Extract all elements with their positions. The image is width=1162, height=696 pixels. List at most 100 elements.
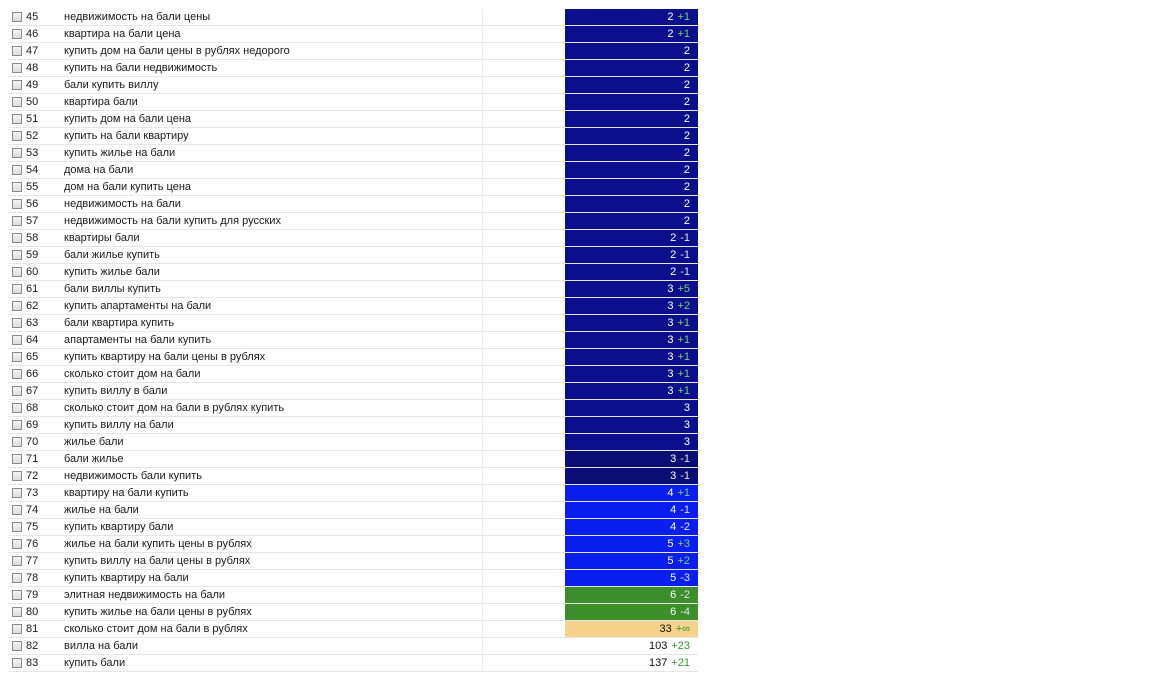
- row-checkbox[interactable]: [12, 148, 22, 158]
- row-number: 71: [26, 453, 39, 465]
- keyword-text: квартиру на бали купить: [64, 487, 189, 499]
- row-checkbox[interactable]: [12, 352, 22, 362]
- row-checkbox[interactable]: [12, 131, 22, 141]
- row-checkbox[interactable]: [12, 46, 22, 56]
- row-checkbox[interactable]: [12, 369, 22, 379]
- row-number: 59: [26, 249, 39, 261]
- position-change: +1: [677, 317, 690, 329]
- row-checkbox[interactable]: [12, 318, 22, 328]
- position-value: 4: [670, 521, 677, 533]
- position-cell: 3 +1: [565, 315, 698, 331]
- table-row: 73 квартиру на бали купить 4 +1: [8, 485, 698, 502]
- position-change: +3: [677, 538, 690, 550]
- keyword-text: купить квартиру на бали цены в рублях: [64, 351, 266, 363]
- row-checkbox[interactable]: [12, 165, 22, 175]
- keyword-text: купить дом на бали цены в рублях недорог…: [64, 45, 290, 57]
- row-checkbox[interactable]: [12, 556, 22, 566]
- keyword-text: бали виллы купить: [64, 283, 161, 295]
- row-checkbox[interactable]: [12, 624, 22, 634]
- row-number: 46: [26, 28, 39, 40]
- column-divider: [482, 621, 483, 637]
- position-cell: 3 -1: [565, 468, 698, 484]
- keyword-text: недвижимость бали купить: [64, 470, 202, 482]
- row-number: 75: [26, 521, 39, 533]
- position-value: 2: [683, 62, 690, 74]
- row-checkbox[interactable]: [12, 505, 22, 515]
- row-checkbox[interactable]: [12, 233, 22, 243]
- row-checkbox[interactable]: [12, 267, 22, 277]
- table-row: 61 бали виллы купить 3 +5: [8, 281, 698, 298]
- row-checkbox[interactable]: [12, 12, 22, 22]
- row-checkbox[interactable]: [12, 522, 22, 532]
- column-divider: [482, 247, 483, 263]
- column-divider: [482, 213, 483, 229]
- keyword-text: сколько стоит дом на бали в рублях купит…: [64, 402, 285, 414]
- position-cell: 2 +1: [565, 26, 698, 42]
- position-cell: 2: [565, 145, 698, 161]
- position-cell: 2 -1: [565, 247, 698, 263]
- row-checkbox[interactable]: [12, 182, 22, 192]
- row-checkbox[interactable]: [12, 29, 22, 39]
- table-row: 52 купить на бали квартиру 2: [8, 128, 698, 145]
- row-checkbox[interactable]: [12, 199, 22, 209]
- column-divider: [482, 383, 483, 399]
- row-checkbox[interactable]: [12, 80, 22, 90]
- position-change: +∞: [675, 623, 690, 635]
- row-checkbox[interactable]: [12, 284, 22, 294]
- position-cell: 2: [565, 60, 698, 76]
- table-row: 58 квартиры бали 2 -1: [8, 230, 698, 247]
- row-checkbox[interactable]: [12, 63, 22, 73]
- row-checkbox[interactable]: [12, 386, 22, 396]
- position-change: -1: [680, 504, 690, 516]
- position-cell: 2: [565, 43, 698, 59]
- row-number: 77: [26, 555, 39, 567]
- row-checkbox[interactable]: [12, 607, 22, 617]
- position-change: -2: [680, 589, 690, 601]
- row-number: 49: [26, 79, 39, 91]
- position-cell: 2: [565, 162, 698, 178]
- row-checkbox[interactable]: [12, 488, 22, 498]
- table-row: 77 купить виллу на бали цены в рублях 5 +2: [8, 553, 698, 570]
- row-checkbox[interactable]: [12, 454, 22, 464]
- keyword-text: квартиры бали: [64, 232, 140, 244]
- position-change: -1: [680, 232, 690, 244]
- column-divider: [482, 315, 483, 331]
- column-divider: [482, 128, 483, 144]
- position-value: 2: [670, 266, 677, 278]
- column-divider: [482, 349, 483, 365]
- row-checkbox[interactable]: [12, 658, 22, 668]
- position-cell: 3 +1: [565, 332, 698, 348]
- row-checkbox[interactable]: [12, 335, 22, 345]
- position-cell: 2: [565, 94, 698, 110]
- keyword-text: сколько стоит дом на бали в рублях: [64, 623, 248, 635]
- position-value: 2: [670, 249, 677, 261]
- row-checkbox[interactable]: [12, 97, 22, 107]
- keyword-text: купить жилье на бали цены в рублях: [64, 606, 252, 618]
- row-checkbox[interactable]: [12, 301, 22, 311]
- table-row: 63 бали квартира купить 3 +1: [8, 315, 698, 332]
- position-change: -1: [680, 249, 690, 261]
- keyword-text: купить бали: [64, 657, 126, 669]
- row-checkbox[interactable]: [12, 471, 22, 481]
- table-row: 80 купить жилье на бали цены в рублях 6 -4: [8, 604, 698, 621]
- keyword-text: купить на бали квартиру: [64, 130, 189, 142]
- row-checkbox[interactable]: [12, 403, 22, 413]
- row-checkbox[interactable]: [12, 641, 22, 651]
- row-checkbox[interactable]: [12, 539, 22, 549]
- row-checkbox[interactable]: [12, 437, 22, 447]
- row-checkbox[interactable]: [12, 420, 22, 430]
- row-checkbox[interactable]: [12, 216, 22, 226]
- table-row: 48 купить на бали недвижимость 2: [8, 60, 698, 77]
- column-divider: [482, 264, 483, 280]
- row-number: 51: [26, 113, 39, 125]
- row-number: 74: [26, 504, 39, 516]
- keyword-text: купить квартиру бали: [64, 521, 174, 533]
- row-checkbox[interactable]: [12, 114, 22, 124]
- row-checkbox[interactable]: [12, 590, 22, 600]
- table-row: 51 купить дом на бали цена 2: [8, 111, 698, 128]
- row-checkbox[interactable]: [12, 573, 22, 583]
- position-value: 3: [667, 368, 674, 380]
- position-value: 3: [667, 283, 674, 295]
- row-checkbox[interactable]: [12, 250, 22, 260]
- row-number: 65: [26, 351, 39, 363]
